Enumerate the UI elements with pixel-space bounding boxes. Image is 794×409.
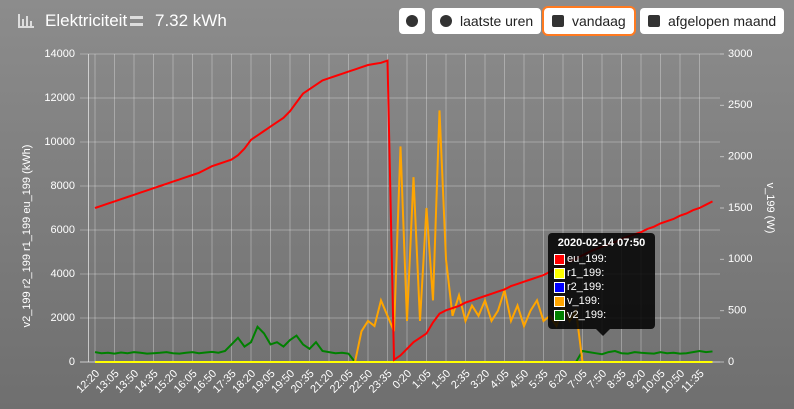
tooltip-row: v2_199	[554, 308, 649, 322]
tooltip-title: 2020-02-14 07:50	[557, 237, 646, 249]
header-icon	[18, 14, 34, 28]
tooltip: 2020-02-14 07:50 eu_199 r1_199 r2_199 v_199v…	[548, 233, 655, 336]
x-tick-label: 2:35	[449, 368, 473, 392]
y-tick-label: 4000	[51, 268, 75, 280]
tooltip-series-name: r2_199	[567, 281, 608, 293]
range-button[interactable]: vandaag	[544, 8, 634, 34]
y-tick-label: 8000	[51, 180, 75, 192]
x-tick-label: 1:05	[410, 368, 434, 392]
tooltip-swatch	[554, 309, 565, 321]
header-total: 7.32 kWh	[155, 11, 227, 30]
x-tick-label: 4:05	[488, 368, 512, 392]
tooltip-swatch	[554, 253, 565, 265]
y2-tick-label: 500	[728, 305, 746, 317]
header-title: Elektriciteit	[45, 11, 128, 30]
x-tick-label: 3:20	[469, 368, 493, 392]
y-tick-label: 6000	[51, 224, 75, 236]
tooltip-swatch	[554, 295, 565, 307]
tooltip-row: eu_199	[554, 252, 649, 266]
tooltip-row: v_199	[554, 294, 649, 308]
y-tick-label: 10000	[44, 136, 75, 148]
tooltip-swatch	[554, 281, 565, 293]
y2-tick-label: 0	[728, 356, 734, 368]
tooltip-row: r1_199	[554, 266, 649, 280]
range-button[interactable]: laatste uren	[432, 8, 542, 34]
y-tick-label: 14000	[44, 48, 75, 60]
y-axis-title: v2_199 r2_199 r1_199 eu_199 (kWh)	[21, 145, 33, 328]
x-tick-label: 5:35	[527, 368, 551, 392]
x-tick-label: 7:05	[566, 368, 590, 392]
tooltip-row: r2_199	[554, 280, 649, 294]
x-tick-label: 7:50	[586, 368, 610, 392]
range-button[interactable]: afgelopen maand	[640, 8, 785, 34]
button-label: vandaag	[572, 13, 626, 29]
tooltip-swatch	[554, 267, 565, 279]
series-line	[94, 325, 713, 363]
y2-tick-label: 1500	[728, 202, 752, 214]
x-tick-label: 4:50	[508, 368, 532, 392]
tooltip-series-name: v2_199	[567, 309, 610, 321]
x-tick-label: 6:20	[547, 368, 571, 392]
y2-axis-title: v_199 (W)	[764, 183, 776, 234]
tooltip-series-name: r1_199	[567, 267, 608, 279]
x-tick-label: 1:50	[430, 368, 454, 392]
y2-tick-label: 2500	[728, 99, 752, 111]
x-tick-label: 0:20	[391, 368, 415, 392]
y2-tick-label: 3000	[728, 48, 752, 60]
equals-icon	[130, 16, 143, 26]
tooltip-series-name: eu_199	[567, 253, 611, 265]
x-tick-label: 8:35	[605, 368, 629, 392]
y2-tick-label: 1000	[728, 253, 752, 265]
y2-tick-label: 2000	[728, 151, 752, 163]
button-label: afgelopen maand	[668, 13, 777, 29]
button-label: laatste uren	[460, 13, 534, 29]
y-tick-label: 12000	[44, 92, 75, 104]
tooltip-series-name: v_199	[567, 295, 604, 307]
zoom-button[interactable]	[399, 8, 425, 34]
y-tick-label: 2000	[51, 312, 75, 324]
x-tick-label: 11:35	[679, 368, 706, 395]
y-tick-label: 0	[69, 356, 75, 368]
